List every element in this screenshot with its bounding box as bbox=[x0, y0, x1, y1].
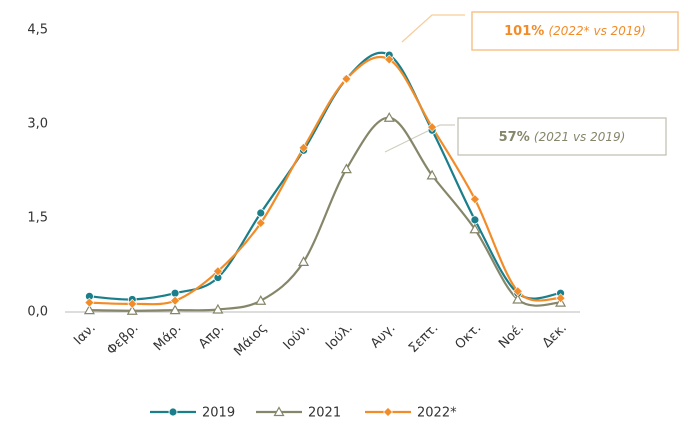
data-point bbox=[383, 112, 395, 122]
y-tick-label: 3,0 bbox=[27, 117, 48, 132]
annotation: 57% (2021 vs 2019) bbox=[499, 130, 626, 145]
data-point bbox=[256, 208, 266, 218]
data-point bbox=[341, 73, 352, 84]
data-point bbox=[255, 294, 267, 305]
annotation-box bbox=[471, 11, 679, 51]
data-point bbox=[469, 223, 481, 234]
data-point bbox=[470, 215, 480, 225]
x-tick-label: Ιαν. bbox=[71, 321, 98, 348]
series-line bbox=[89, 51, 561, 301]
data-point bbox=[426, 169, 438, 180]
data-point bbox=[127, 298, 138, 309]
legend-label: 2021 bbox=[308, 406, 341, 421]
annotation-connector bbox=[401, 14, 465, 43]
y-tick-label: 1,5 bbox=[27, 211, 48, 226]
annotation-value: 57% bbox=[499, 130, 530, 145]
x-tick-label: Δεκ. bbox=[540, 321, 570, 351]
data-point bbox=[170, 295, 181, 306]
x-tick-label: Αυγ. bbox=[368, 321, 399, 352]
data-point bbox=[298, 256, 310, 266]
x-tick-label: Απρ. bbox=[196, 321, 227, 352]
annotation-note: (2022* vs 2019) bbox=[548, 24, 645, 38]
data-point bbox=[512, 293, 524, 304]
data-point bbox=[83, 304, 95, 315]
x-tick-label: Φεβρ. bbox=[104, 321, 141, 358]
x-tick-label: Μάιος bbox=[231, 321, 270, 360]
data-point bbox=[169, 304, 181, 315]
data-point bbox=[212, 266, 223, 277]
x-tick-label: Μάρ. bbox=[151, 321, 184, 354]
x-tick-label: Σεπτ. bbox=[406, 321, 441, 356]
x-tick-label: Ιούν. bbox=[281, 321, 313, 353]
legend-label: 2022* bbox=[417, 406, 457, 421]
series-line bbox=[89, 55, 561, 306]
y-tick-label: 4,5 bbox=[27, 23, 48, 38]
x-tick-label: Νοέ. bbox=[496, 321, 527, 352]
annotation-connector bbox=[384, 124, 455, 153]
x-tick-label: Ιούλ. bbox=[323, 321, 356, 354]
legend-marker bbox=[383, 407, 393, 417]
annotation-value: 101% bbox=[504, 24, 544, 39]
annotation: 101% (2022* vs 2019) bbox=[504, 24, 646, 39]
data-point bbox=[340, 163, 352, 174]
data-point bbox=[255, 218, 266, 228]
legend-marker bbox=[168, 407, 178, 417]
data-point bbox=[212, 303, 224, 314]
data-point bbox=[427, 122, 438, 133]
data-point bbox=[469, 194, 480, 205]
data-point bbox=[126, 305, 138, 315]
legend-marker bbox=[273, 406, 285, 417]
legend-label: 2019 bbox=[202, 406, 235, 421]
data-point bbox=[512, 286, 523, 297]
annotation-box bbox=[457, 117, 667, 156]
data-point bbox=[298, 142, 309, 153]
annotation-note: (2021 vs 2019) bbox=[534, 130, 625, 144]
data-point bbox=[84, 297, 95, 308]
data-point bbox=[384, 54, 395, 65]
y-tick-label: 0,0 bbox=[27, 305, 48, 320]
data-point bbox=[555, 293, 566, 304]
x-tick-label: Οκτ. bbox=[452, 321, 484, 353]
